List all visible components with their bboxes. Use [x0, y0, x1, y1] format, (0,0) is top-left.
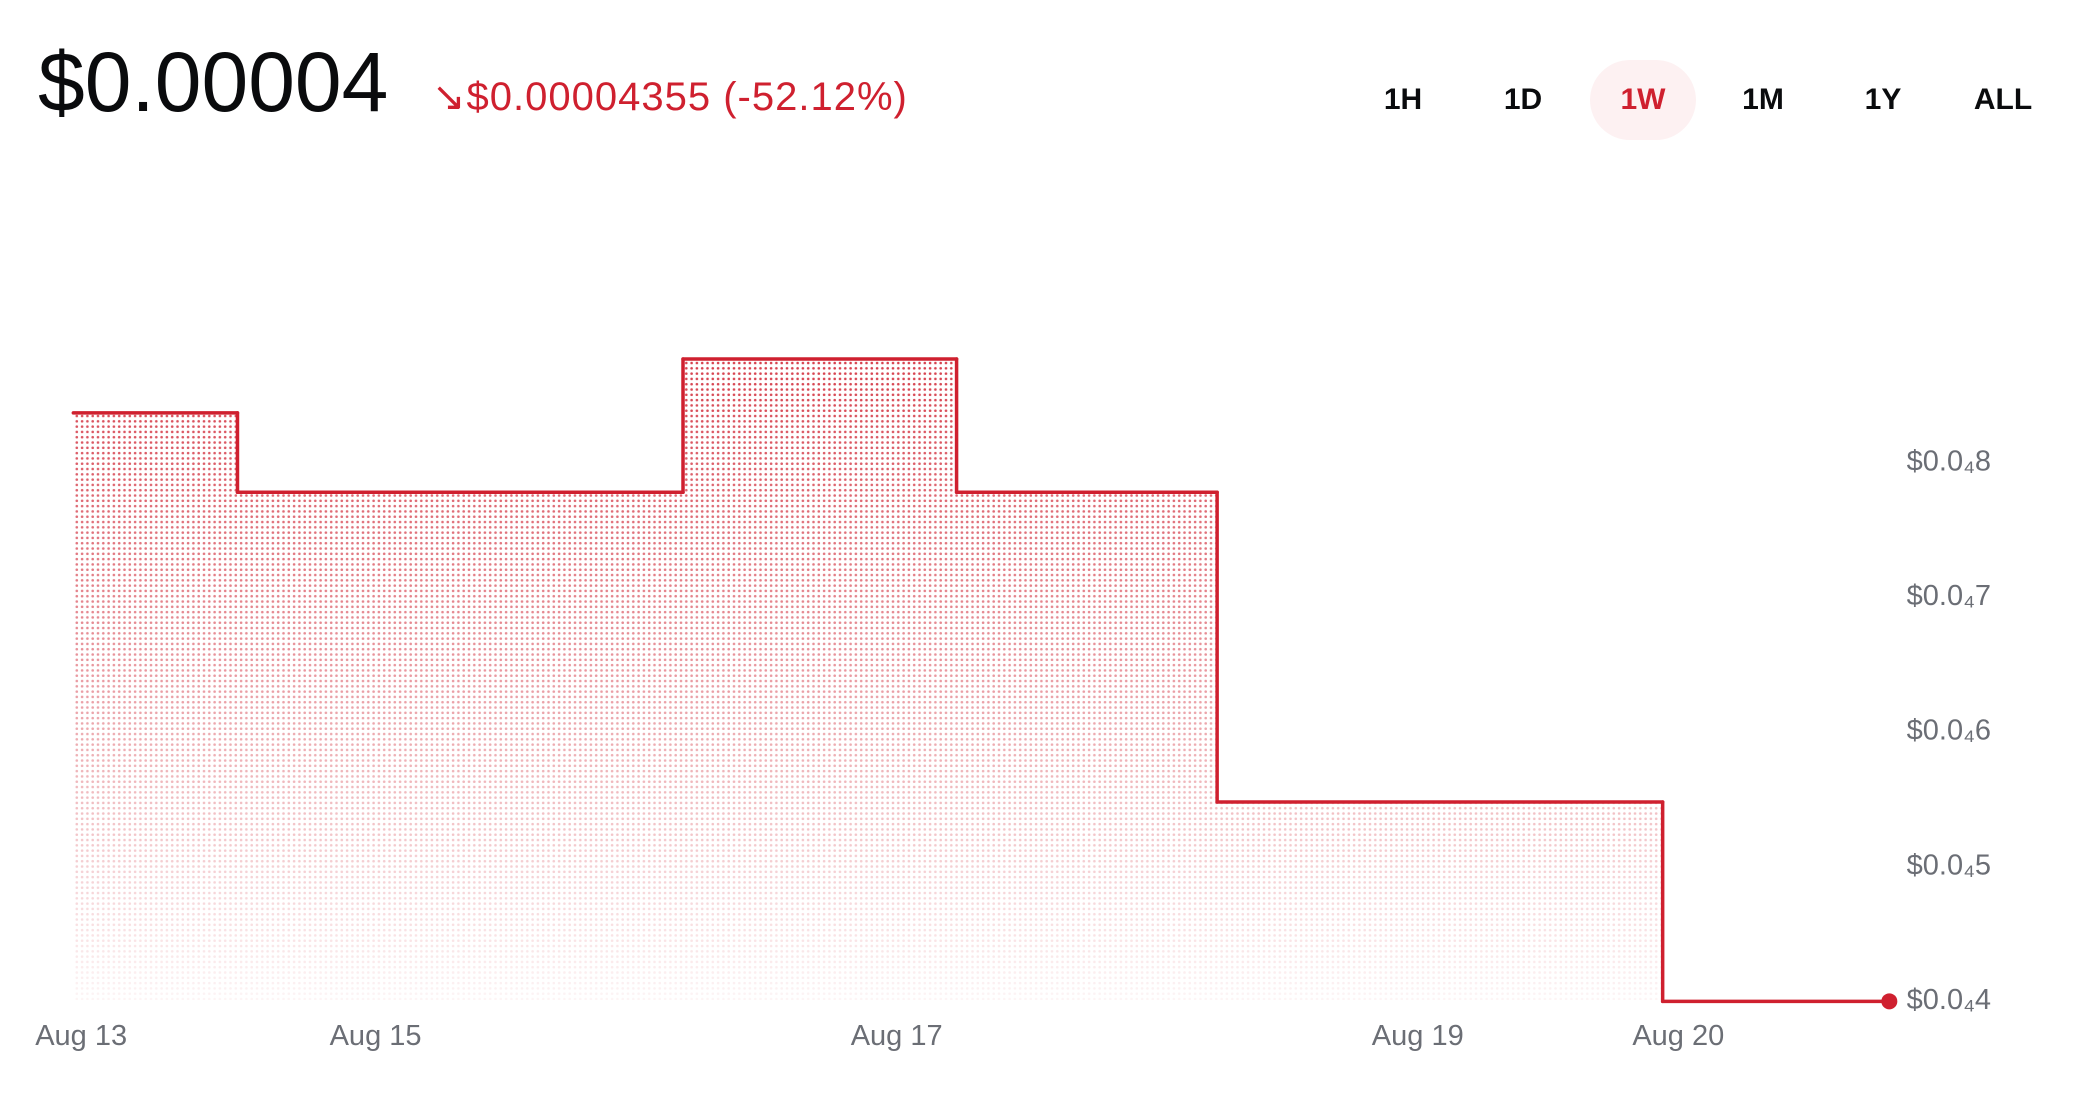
price-change: ↘$0.00004355 (-52.12%)	[432, 75, 908, 119]
timeframe-selector: 1H 1D 1W 1M 1Y ALL	[1336, 60, 2056, 140]
x-tick-label: Aug 19	[1372, 1020, 1464, 1052]
x-tick-label: Aug 15	[330, 1020, 422, 1052]
x-tick-label: Aug 17	[851, 1020, 943, 1052]
y-tick-label: $0.0₄5	[1907, 849, 1991, 881]
timeframe-button[interactable]: 1H	[1383, 83, 1423, 116]
timeframe-button[interactable]: 1M	[1742, 83, 1784, 116]
y-tick-label: $0.0₄6	[1907, 715, 1991, 747]
last-point	[1881, 993, 1898, 1010]
x-tick-label: Aug 13	[35, 1020, 127, 1052]
y-tick-label: $0.0₄4	[1907, 984, 1991, 1016]
current-price: $0.00004	[38, 35, 389, 129]
area-fill	[73, 358, 1890, 1002]
timeframe-button[interactable]: ALL	[1973, 83, 2033, 116]
y-tick-label: $0.0₄8	[1907, 445, 1991, 477]
y-tick-label: $0.0₄7	[1907, 580, 1991, 612]
timeframe-button[interactable]: 1W	[1590, 60, 1696, 140]
timeframe-button[interactable]: 1D	[1503, 83, 1543, 116]
x-tick-label: Aug 20	[1632, 1020, 1724, 1052]
timeframe-button[interactable]: 1Y	[1864, 83, 1902, 116]
